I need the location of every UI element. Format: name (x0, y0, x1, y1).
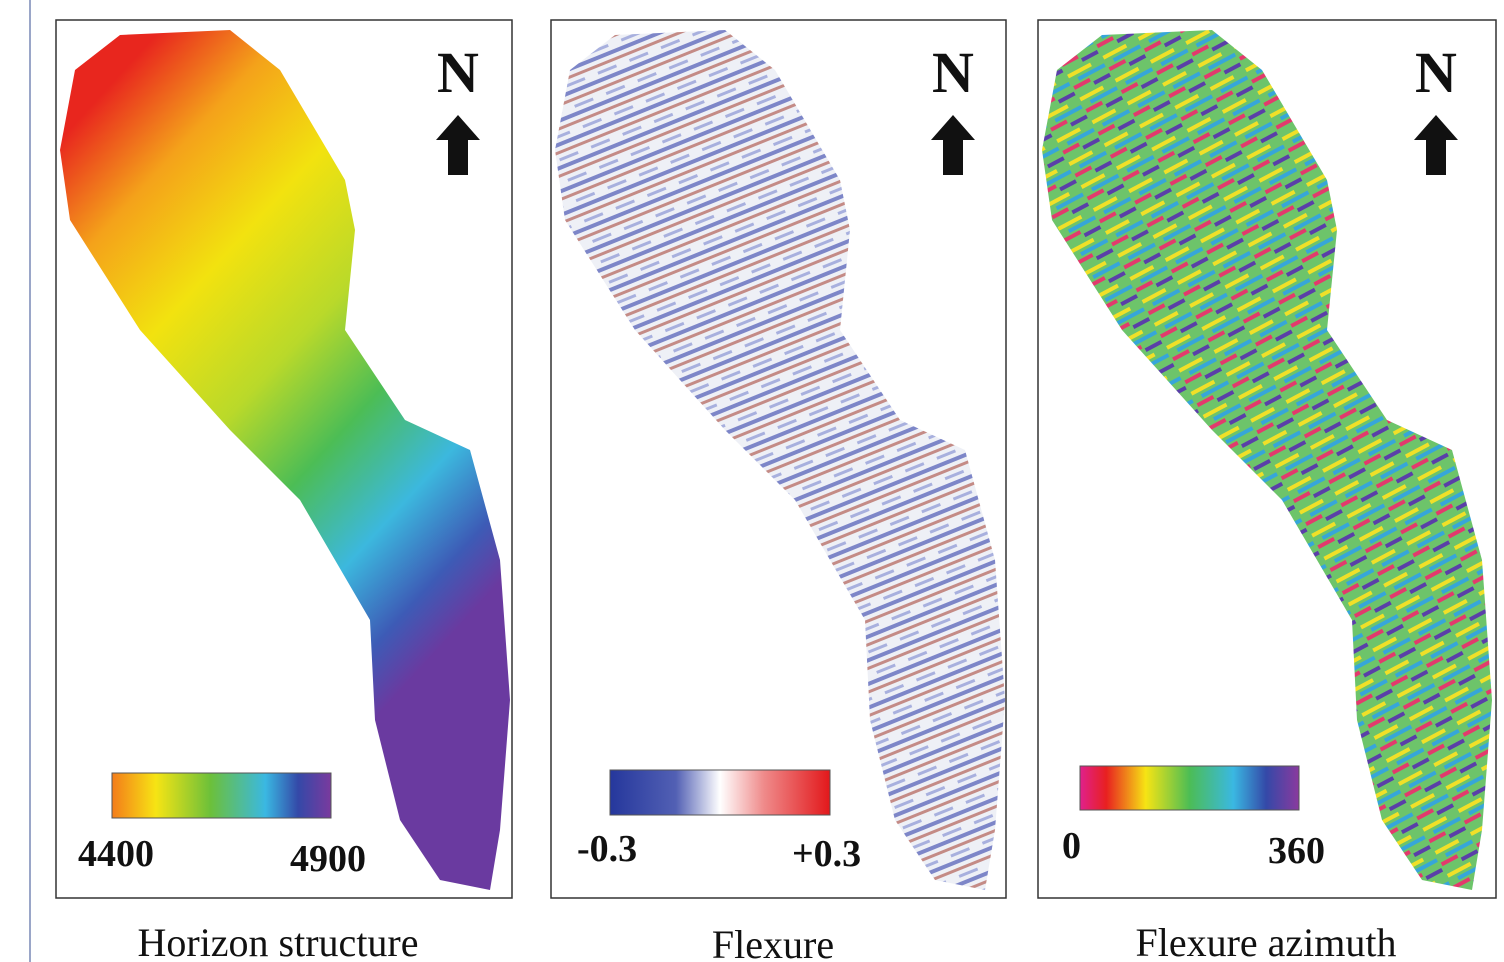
north-label: N (932, 40, 974, 105)
colorbar (610, 770, 830, 815)
panel: N -0.3 +0.3 Flexure (551, 20, 1006, 962)
north-label: N (1415, 40, 1457, 105)
figure: N 4400 4900 Horizon structure N -0.3 +0.… (0, 0, 1504, 962)
map (60, 30, 510, 890)
map (1042, 30, 1492, 890)
colorbar-max: 360 (1268, 830, 1325, 872)
colorbar-max: +0.3 (792, 833, 861, 875)
caption: Flexure (712, 922, 834, 962)
colorbar-min: -0.3 (577, 828, 637, 870)
panel: N 4400 4900 Horizon structure (56, 20, 512, 962)
colorbar (112, 773, 331, 818)
colorbar (1080, 766, 1299, 810)
colorbar-min: 0 (1062, 825, 1081, 867)
colorbar-min: 4400 (78, 833, 154, 875)
caption: Horizon structure (137, 920, 418, 962)
north-label: N (437, 40, 479, 105)
north-arrow (1414, 115, 1458, 175)
caption: Flexure azimuth (1135, 920, 1396, 962)
north-arrow (436, 115, 480, 175)
map (555, 30, 1005, 890)
colorbar-max: 4900 (290, 838, 366, 880)
panel: N 0 360 Flexure azimuth (1038, 20, 1496, 962)
north-arrow (931, 115, 975, 175)
